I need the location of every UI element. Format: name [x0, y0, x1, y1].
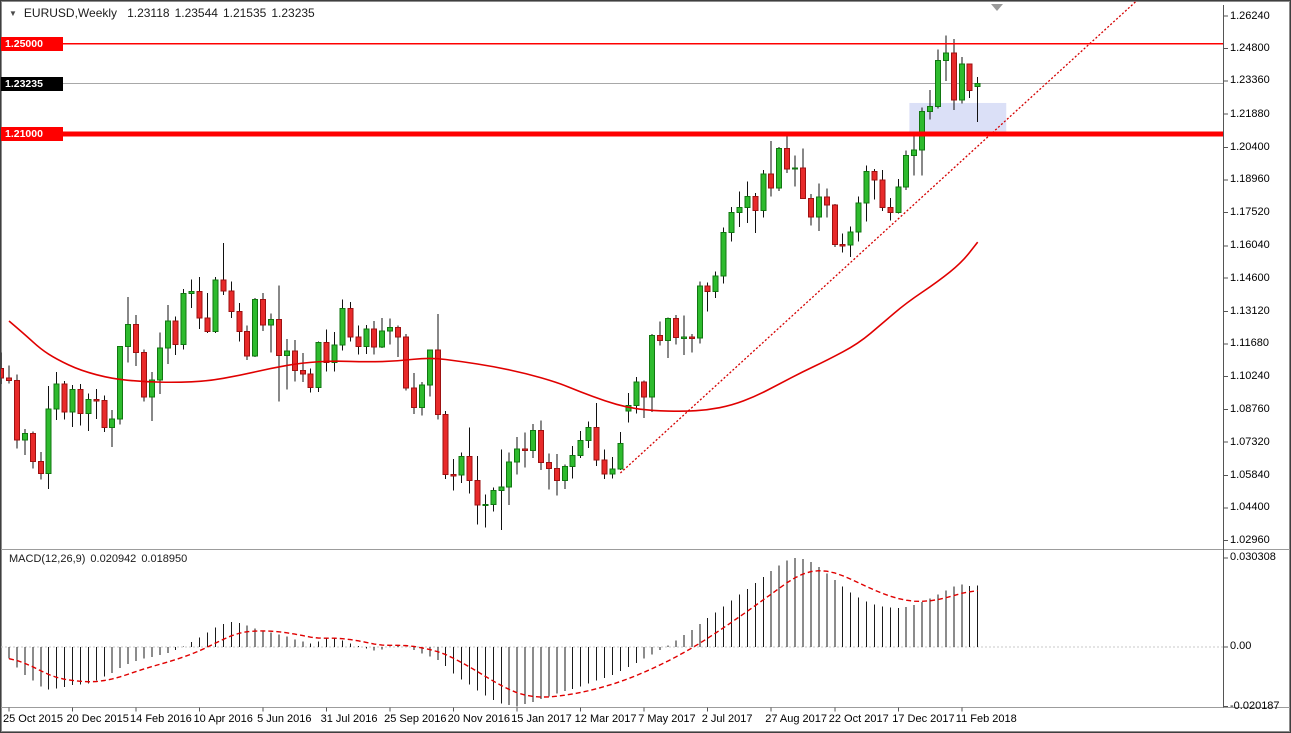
moving-average-line [8, 241, 979, 413]
macd-tick-label: 0.030308 [1230, 551, 1276, 564]
date-label: 5 Jun 2016 [257, 713, 312, 725]
date-label: 14 Feb 2016 [130, 713, 192, 725]
macd-tick-label: 0.00 [1230, 640, 1252, 653]
current-price-box: 1.23235 [1, 76, 63, 91]
date-label: 27 Aug 2017 [765, 713, 828, 725]
price-tick-label: 1.13120 [1230, 305, 1270, 318]
macd-tick-label: -0.020187 [1230, 699, 1280, 712]
date-label: 12 Mar 2017 [574, 713, 637, 725]
price-tick-label: 1.05840 [1230, 468, 1270, 481]
macd-signal-value: 0.018950 [141, 553, 188, 565]
price-tick-label: 1.07320 [1230, 435, 1270, 448]
price-tick-label: 1.23360 [1230, 74, 1270, 87]
ohlc-open-value: 1.23118 [127, 6, 170, 20]
macd-histogram [8, 557, 979, 707]
price-tick-label: 1.21880 [1230, 107, 1270, 120]
price-tick-label: 1.24800 [1230, 41, 1270, 54]
price-tick-label: 1.08760 [1230, 403, 1270, 416]
date-label: 25 Oct 2015 [3, 713, 63, 725]
date-label: 15 Jan 2017 [511, 713, 572, 725]
trendline[interactable] [619, 1, 1137, 474]
ohlc-close-value: 1.23235 [271, 6, 315, 20]
date-label: 20 Dec 2015 [66, 713, 129, 725]
ohlc-high-value: 1.23544 [174, 6, 218, 20]
date-label: 17 Dec 2017 [892, 713, 955, 725]
price-tick-label: 1.14600 [1230, 271, 1270, 284]
chart-shift-marker-icon[interactable] [991, 4, 1003, 11]
date-label: 31 Jul 2016 [320, 713, 378, 725]
price-tick-label: 1.10240 [1230, 369, 1270, 382]
macd-panel [1, 557, 1223, 707]
price-tick-label: 1.20400 [1230, 141, 1270, 154]
ohlc-low-value: 1.21535 [222, 6, 267, 20]
date-label: 25 Sep 2016 [384, 713, 447, 725]
macd-signal-line [8, 569, 978, 698]
price-tick-label: 1.26240 [1230, 9, 1270, 22]
date-label: 11 Feb 2018 [955, 713, 1017, 725]
date-label: 2 Jul 2017 [701, 713, 753, 725]
date-label: 10 Apr 2016 [193, 713, 253, 725]
price-tick-label: 1.17520 [1230, 205, 1270, 218]
macd-indicator-name: MACD(12,26,9) [9, 553, 86, 565]
chart-header: ▼ EURUSD,Weekly 1.23118 1.23544 1.21535 1.232… [9, 6, 320, 20]
symbol-timeframe-label: EURUSD,Weekly [23, 6, 118, 20]
date-label: 7 May 2017 [638, 713, 696, 725]
price-tick-label: 1.11680 [1230, 337, 1269, 350]
level-price-box: 1.25000 [1, 36, 63, 51]
price-tick-label: 1.16040 [1230, 239, 1270, 252]
macd-value: 0.020942 [90, 553, 137, 565]
price-tick-label: 1.02960 [1230, 533, 1270, 546]
price-tick-label: 1.18960 [1230, 173, 1270, 186]
price-tick-label: 1.04400 [1230, 501, 1270, 514]
candles [1, 35, 981, 531]
date-label: 22 Oct 2017 [828, 713, 889, 725]
date-label: 20 Nov 2016 [447, 713, 511, 725]
macd-indicator-label: MACD(12,26,9) 0.020942 0.018950 [9, 553, 192, 565]
level-price-box: 1.21000 [1, 127, 63, 142]
highlight-zone[interactable] [909, 102, 1007, 133]
chart-menu-dropdown-icon[interactable]: ▼ [9, 9, 17, 18]
